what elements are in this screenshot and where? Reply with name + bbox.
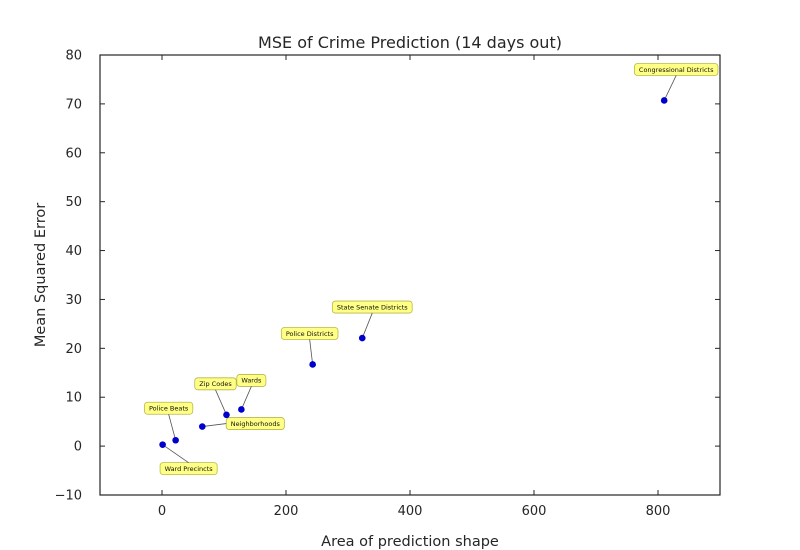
y-tick-label: 80 <box>65 49 82 64</box>
data-point <box>358 334 366 342</box>
y-tick-label: 30 <box>65 293 82 308</box>
y-tick-label: 20 <box>65 342 82 357</box>
annotation-arrow <box>162 444 189 463</box>
x-tick-label: 800 <box>646 504 671 519</box>
y-tick-label: 40 <box>65 244 82 259</box>
y-tick-label: −10 <box>55 489 82 504</box>
annotation-arrow <box>202 423 227 427</box>
annotations: Ward Precincts Police Beats Neighborhoods Z… <box>144 63 719 476</box>
x-axis-label: Area of prediction shape <box>321 534 499 550</box>
annotation: State Senate Districts <box>331 300 413 339</box>
x-tick-label: 400 <box>398 504 423 519</box>
annotation-label: Congressional Districts <box>639 66 714 74</box>
plot-area <box>99 54 721 496</box>
annotation: Police Beats <box>144 401 194 441</box>
data-point <box>223 411 230 419</box>
y-tick-label: 0 <box>74 440 82 455</box>
annotation: Neighborhoods <box>202 417 285 430</box>
annotation-arrow <box>663 75 677 101</box>
annotation-label: Wards <box>241 377 262 385</box>
x-tick-label: 0 <box>158 504 166 519</box>
x-tick-label: 600 <box>522 504 547 519</box>
x-tick-label: 200 <box>274 504 299 519</box>
y-tick-label: 10 <box>65 391 82 406</box>
data-point <box>238 406 245 413</box>
annotation-arrow <box>240 386 252 410</box>
annotation: Congressional Districts <box>634 63 719 101</box>
data-point <box>199 423 206 430</box>
annotation-arrow <box>361 312 373 339</box>
data-point <box>172 436 179 444</box>
annotation: Police Districts <box>280 327 339 365</box>
data-point <box>660 97 668 104</box>
annotation-arrow <box>168 414 177 441</box>
annotation-label: Zip Codes <box>199 380 232 388</box>
annotation: Wards <box>236 374 267 410</box>
annotation-label: Neighborhoods <box>231 420 281 428</box>
annotation-arrow <box>215 389 227 415</box>
chart-title: MSE of Crime Prediction (14 days out) <box>258 33 562 52</box>
data-point <box>159 441 166 448</box>
annotation-label: State Senate Districts <box>337 303 408 311</box>
axis-ticks: 0 200 400 600 800 −10 0 10 20 30 40 50 60 70 80 <box>55 49 720 519</box>
y-tick-label: 70 <box>65 97 82 112</box>
annotation: Ward Precincts <box>159 444 218 476</box>
y-tick-label: 60 <box>65 146 82 161</box>
annotation-label: Ward Precincts <box>165 465 214 473</box>
annotation-label: Police Districts <box>286 330 334 338</box>
annotation: Zip Codes <box>194 377 237 415</box>
data-point <box>309 361 316 368</box>
annotation-label: Police Beats <box>149 405 189 413</box>
annotation-arrow <box>309 339 314 365</box>
y-tick-label: 50 <box>65 195 82 210</box>
data-points <box>159 97 668 448</box>
y-axis-label: Mean Squared Error <box>33 203 49 347</box>
